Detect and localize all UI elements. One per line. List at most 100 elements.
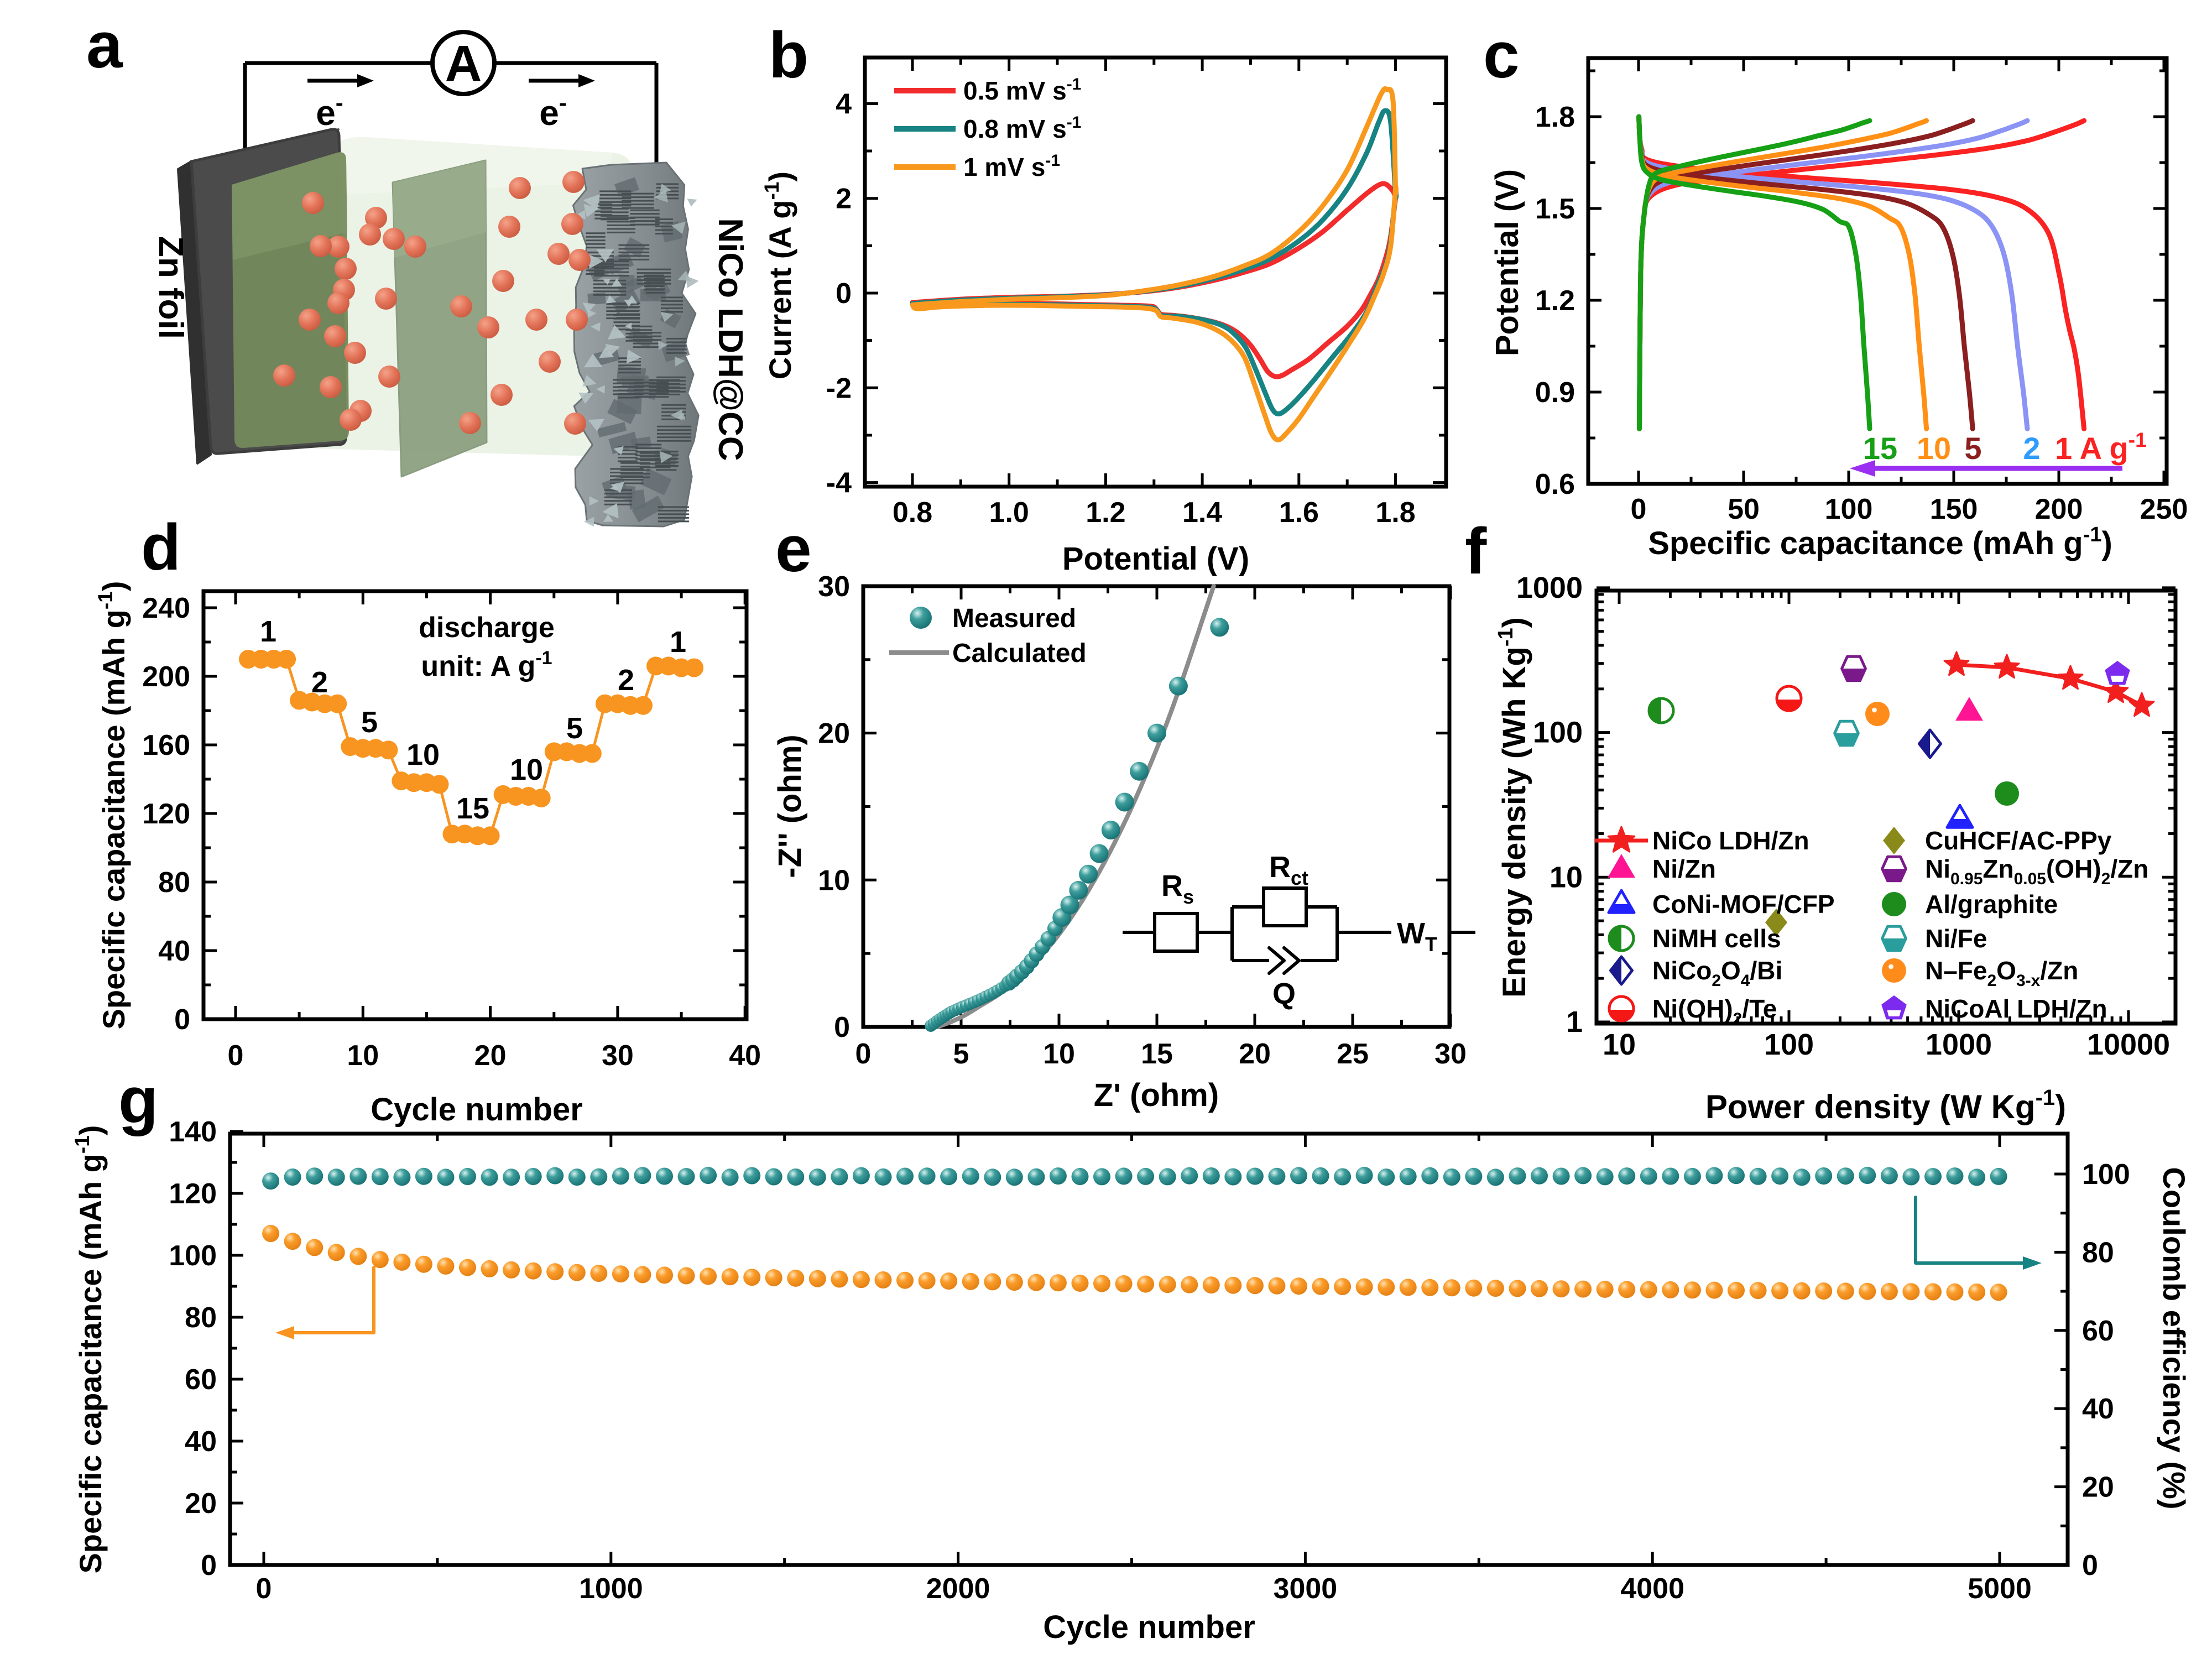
svg-text:40: 40 (729, 1040, 761, 1072)
svg-text:4000: 4000 (1620, 1573, 1684, 1605)
svg-text:1000: 1000 (1926, 1028, 1992, 1061)
svg-text:80: 80 (158, 867, 190, 899)
svg-text:1000: 1000 (1516, 571, 1583, 604)
svg-text:Potential (V): Potential (V) (1062, 541, 1249, 577)
svg-text:b: b (769, 19, 808, 92)
svg-text:10: 10 (510, 753, 543, 786)
svg-text:Ni(OH)2/Te: Ni(OH)2/Te (1652, 994, 1777, 1028)
svg-text:5: 5 (1964, 431, 1981, 466)
svg-text:30: 30 (1434, 1038, 1467, 1070)
svg-text:250: 250 (2140, 493, 2188, 525)
svg-text:5: 5 (566, 712, 583, 745)
svg-text:Cycle number: Cycle number (371, 1092, 583, 1128)
svg-text:g: g (118, 1064, 158, 1137)
svg-text:Specific capacitance (mAh g-1): Specific capacitance (mAh g-1) (71, 1125, 108, 1574)
svg-text:1000: 1000 (579, 1573, 643, 1605)
svg-text:150: 150 (1930, 493, 1978, 525)
svg-text:0: 0 (855, 1038, 872, 1070)
svg-text:2: 2 (836, 183, 852, 215)
svg-text:1: 1 (670, 625, 686, 659)
svg-text:0: 0 (834, 1011, 850, 1044)
svg-text:NiMH cells: NiMH cells (1652, 924, 1781, 953)
svg-text:25: 25 (1337, 1038, 1369, 1070)
svg-text:-4: -4 (826, 467, 852, 499)
svg-text:10: 10 (347, 1040, 379, 1072)
svg-text:2: 2 (311, 666, 328, 699)
svg-text:5: 5 (953, 1038, 969, 1070)
svg-text:0: 0 (228, 1040, 244, 1072)
svg-text:50: 50 (1728, 493, 1760, 525)
svg-text:5: 5 (361, 706, 378, 739)
svg-text:-2: -2 (826, 372, 852, 404)
svg-text:1.5: 1.5 (1535, 193, 1575, 225)
svg-text:15: 15 (1141, 1038, 1173, 1070)
svg-text:1.2: 1.2 (1535, 285, 1575, 317)
svg-text:0: 0 (836, 278, 852, 310)
svg-text:c: c (1483, 19, 1520, 92)
svg-text:200: 200 (142, 661, 190, 693)
svg-text:80: 80 (185, 1302, 217, 1334)
svg-text:1 mV s-1: 1 mV s-1 (963, 152, 1060, 181)
svg-text:30: 30 (818, 571, 850, 603)
svg-text:10: 10 (1917, 431, 1951, 466)
svg-text:f: f (1465, 515, 1487, 588)
svg-text:5000: 5000 (1968, 1573, 2032, 1605)
svg-text:240: 240 (142, 592, 190, 624)
svg-text:20: 20 (818, 718, 850, 750)
svg-text:a: a (86, 9, 123, 82)
svg-text:A: A (445, 35, 482, 92)
svg-text:Ni/Zn: Ni/Zn (1652, 854, 1716, 883)
svg-text:Zn foil: Zn foil (152, 236, 190, 339)
svg-text:Energy density (Wh Kg-1): Energy density (Wh Kg-1) (1494, 617, 1532, 998)
svg-text:Ni/Fe: Ni/Fe (1925, 924, 1987, 953)
svg-text:Ni0.95Zn0.05(OH)2/Zn: Ni0.95Zn0.05(OH)2/Zn (1925, 854, 2148, 888)
svg-text:Z' (ohm): Z' (ohm) (1094, 1077, 1219, 1113)
svg-text:e-: e- (316, 90, 343, 133)
svg-text:160: 160 (142, 729, 190, 761)
svg-text:10: 10 (1043, 1038, 1075, 1070)
svg-text:10: 10 (818, 864, 850, 896)
svg-text:Power density (W Kg-1): Power density (W Kg-1) (1705, 1086, 2066, 1125)
svg-text:NiCo LDH@CC: NiCo LDH@CC (711, 218, 749, 461)
svg-text:Cycle number: Cycle number (1043, 1609, 1255, 1645)
svg-text:40: 40 (185, 1426, 217, 1458)
svg-text:1.0: 1.0 (989, 497, 1029, 529)
svg-text:140: 140 (169, 1116, 217, 1148)
svg-text:20: 20 (1239, 1038, 1271, 1070)
svg-text:Al/graphite: Al/graphite (1925, 890, 2058, 919)
svg-text:NiCo LDH/Zn: NiCo LDH/Zn (1652, 826, 1809, 855)
svg-text:0: 0 (174, 1004, 190, 1036)
svg-text:20: 20 (185, 1488, 217, 1520)
svg-text:Current (A g-1): Current (A g-1) (760, 171, 797, 379)
svg-text:e-: e- (539, 90, 567, 133)
svg-text:40: 40 (158, 935, 190, 967)
svg-text:1: 1 (1566, 1005, 1583, 1039)
svg-text:60: 60 (2082, 1315, 2114, 1347)
svg-text:2: 2 (2023, 431, 2040, 466)
svg-text:80: 80 (2082, 1237, 2114, 1269)
svg-text:120: 120 (169, 1178, 217, 1210)
svg-text:30: 30 (602, 1040, 634, 1072)
svg-text:NiCoAl LDH/Zn: NiCoAl LDH/Zn (1925, 994, 2107, 1023)
svg-text:200: 200 (2035, 493, 2083, 525)
svg-text:10000: 10000 (2087, 1028, 2170, 1061)
svg-text:0: 0 (1631, 493, 1647, 525)
svg-text:3000: 3000 (1274, 1573, 1338, 1605)
svg-text:60: 60 (185, 1364, 217, 1396)
svg-text:2000: 2000 (926, 1573, 990, 1605)
svg-text:100: 100 (169, 1240, 217, 1272)
svg-text:Specific capacitance (mAh g-1): Specific capacitance (mAh g-1) (1648, 523, 2112, 561)
svg-text:2: 2 (618, 664, 634, 697)
svg-text:WT: WT (1397, 917, 1437, 956)
svg-text:Potential (V): Potential (V) (1489, 169, 1525, 356)
svg-text:-Z'' (ohm): -Z'' (ohm) (772, 734, 808, 878)
svg-text:0: 0 (2082, 1550, 2098, 1582)
svg-text:100: 100 (1533, 716, 1583, 749)
svg-text:Rct: Rct (1269, 851, 1308, 889)
svg-text:CoNi-MOF/CFP: CoNi-MOF/CFP (1652, 890, 1835, 919)
svg-text:0: 0 (201, 1550, 217, 1582)
svg-text:0.8 mV s-1: 0.8 mV s-1 (963, 113, 1081, 143)
svg-text:1.6: 1.6 (1279, 497, 1319, 529)
svg-text:20: 20 (474, 1040, 507, 1072)
svg-text:Q: Q (1272, 977, 1296, 1010)
